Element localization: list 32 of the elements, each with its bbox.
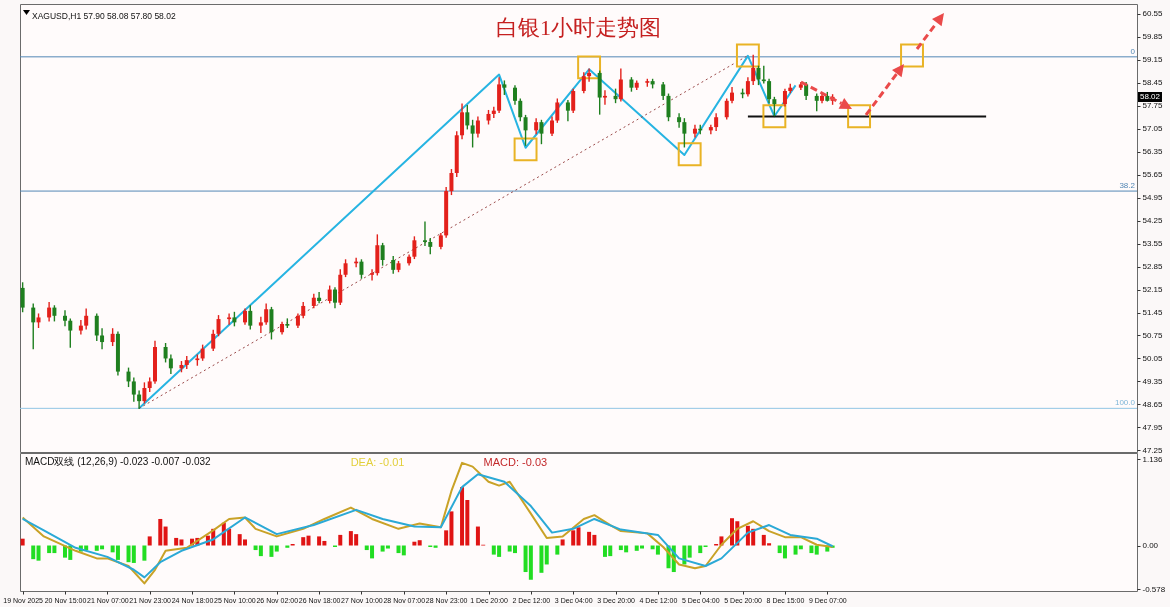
y-tick-label: 47.25	[1142, 445, 1164, 455]
y-tick-label: 53.55	[1142, 239, 1164, 249]
y-tick-label: 60.55	[1142, 9, 1164, 19]
annotation: 0	[1130, 46, 1136, 56]
y-tick-label: 54.25	[1142, 216, 1164, 226]
y-tick-label: 59.15	[1142, 55, 1164, 65]
y-tick-label: -0.578	[1142, 584, 1166, 594]
annotation: 100.0	[1114, 398, 1136, 408]
y-tick-label: 49.35	[1142, 376, 1164, 386]
y-tick-label: 57.75	[1142, 101, 1164, 111]
y-tick-label: 0.00	[1142, 541, 1159, 551]
y-tick-label: 1.136	[1142, 454, 1164, 464]
y-tick-label: 47.95	[1142, 422, 1164, 432]
y-tick-label: 50.05	[1142, 353, 1164, 363]
y-tick-label: 52.85	[1142, 262, 1164, 272]
chart-title: MACD双线 (12,26,9) -0.023 -0.007 -0.032	[25, 456, 212, 467]
annotation: MACD: -0.03	[483, 456, 548, 468]
y-tick-label: 48.65	[1142, 399, 1164, 409]
y-tick-label: 59.85	[1142, 32, 1164, 42]
y-tick-label: 58.45	[1142, 78, 1164, 88]
annotation: 38.2	[1119, 181, 1136, 191]
y-tick-label: 56.35	[1142, 147, 1164, 157]
y-tick-label: 52.15	[1142, 285, 1164, 295]
y-tick-label: 50.75	[1142, 330, 1164, 340]
y-tick-label: 51.45	[1142, 308, 1164, 318]
y-tick-label: 54.95	[1142, 193, 1164, 203]
text: 58.02	[1138, 91, 1163, 102]
text: XAGUSD,H1 57.90 58.08 57.80 58.02	[32, 11, 176, 21]
text: 白银1小时走势图	[496, 15, 661, 40]
y-tick-label: 57.05	[1142, 124, 1164, 134]
annotation: DEA: -0.01	[350, 456, 405, 468]
y-tick-label: 55.65	[1142, 170, 1164, 180]
